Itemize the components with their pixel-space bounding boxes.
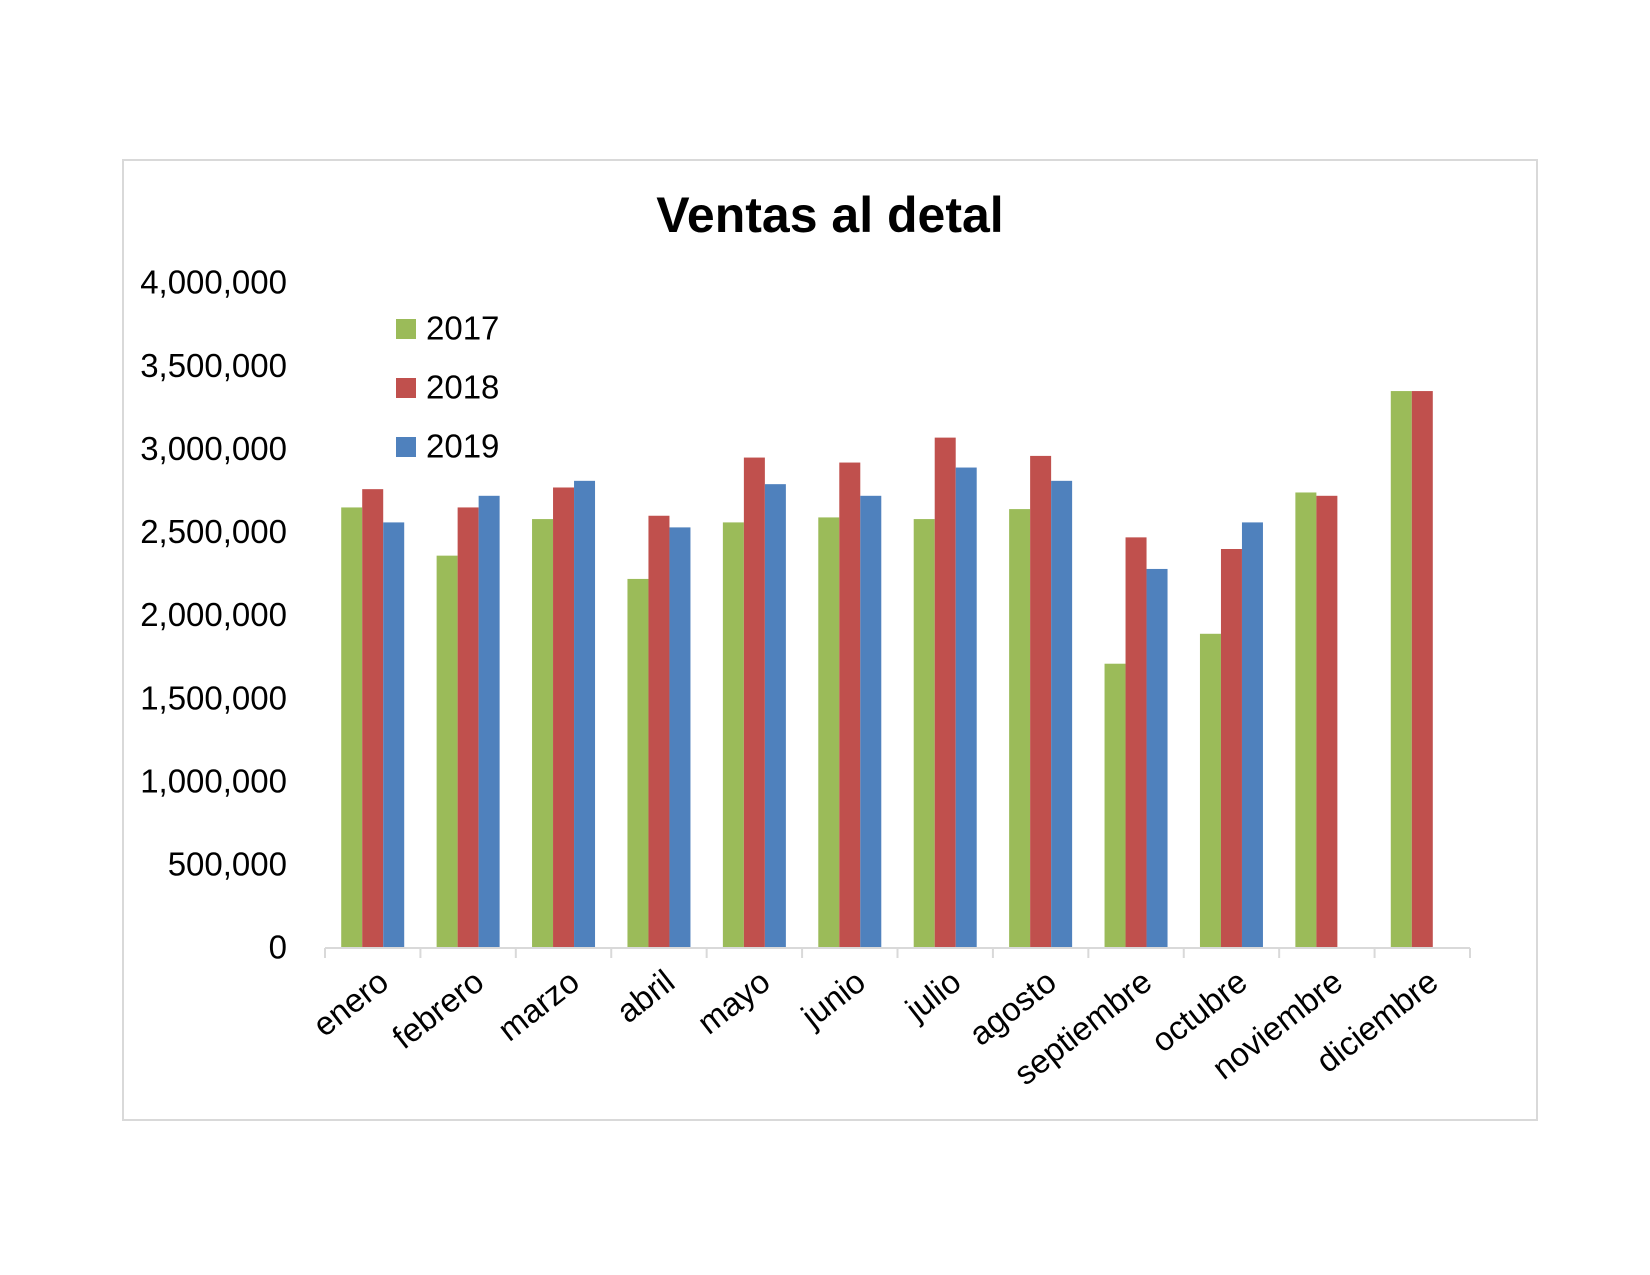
y-tick-label: 4,000,000 bbox=[140, 264, 287, 301]
bar-2018-abril bbox=[648, 515, 670, 948]
bar-2018-enero bbox=[362, 489, 384, 948]
legend-label-2017: 2017 bbox=[426, 310, 499, 347]
bar-2018-diciembre bbox=[1411, 391, 1433, 948]
y-axis-ticks: 0 500,000 1,000,000 1,500,000 2,000,000 2,500… bbox=[140, 264, 287, 966]
bar-2019-enero bbox=[383, 522, 405, 948]
bar-2018-mayo bbox=[743, 457, 765, 948]
y-tick-label: 1,000,000 bbox=[140, 762, 287, 799]
y-tick-label: 0 bbox=[269, 929, 287, 966]
bar-2017-febrero bbox=[436, 555, 458, 948]
x-tick-label: abril bbox=[609, 962, 681, 1030]
legend: 2017 2018 2019 bbox=[396, 310, 499, 465]
x-tick-label: junio bbox=[794, 962, 873, 1035]
x-tick-label: mayo bbox=[690, 962, 776, 1041]
legend-swatch-2018 bbox=[396, 378, 416, 398]
bar-2019-octubre bbox=[1241, 522, 1263, 948]
bar-2017-diciembre bbox=[1390, 391, 1412, 948]
y-tick-label: 2,500,000 bbox=[140, 513, 287, 550]
bar-2017-mayo bbox=[722, 522, 744, 948]
bar-2018-febrero bbox=[457, 507, 479, 948]
legend-swatch-2019 bbox=[396, 437, 416, 457]
bar-2017-marzo bbox=[532, 519, 554, 948]
y-tick-label: 3,000,000 bbox=[140, 430, 287, 467]
x-tick-label: enero bbox=[306, 962, 395, 1043]
bar-2018-junio bbox=[839, 462, 861, 948]
bar-2019-agosto bbox=[1051, 480, 1073, 948]
chart-title: Ventas al detal bbox=[656, 187, 1003, 243]
legend-label-2018: 2018 bbox=[426, 369, 499, 406]
bar-2019-mayo bbox=[764, 484, 786, 948]
y-tick-label: 1,500,000 bbox=[140, 679, 287, 716]
bars bbox=[341, 391, 1433, 948]
bar-2017-noviembre bbox=[1295, 492, 1317, 948]
y-tick-label: 2,000,000 bbox=[140, 596, 287, 633]
bar-2017-julio bbox=[913, 519, 935, 948]
legend-label-2019: 2019 bbox=[426, 428, 499, 465]
x-tick-label: julio bbox=[898, 962, 968, 1028]
x-tick-label: marzo bbox=[491, 962, 586, 1048]
bar-2018-septiembre bbox=[1125, 537, 1147, 948]
x-tick-label: febrero bbox=[385, 962, 490, 1056]
bar-2019-julio bbox=[955, 467, 977, 948]
bar-2017-abril bbox=[627, 578, 649, 948]
bar-2018-agosto bbox=[1030, 455, 1052, 948]
bar-2017-enero bbox=[341, 507, 363, 948]
bar-2017-junio bbox=[818, 517, 840, 948]
bar-2019-febrero bbox=[478, 495, 500, 948]
x-axis bbox=[324, 947, 1471, 958]
bar-2017-septiembre bbox=[1104, 663, 1126, 948]
legend-swatch-2017 bbox=[396, 319, 416, 339]
y-tick-label: 500,000 bbox=[168, 846, 287, 883]
bar-2018-marzo bbox=[553, 487, 575, 948]
bar-2019-junio bbox=[860, 495, 882, 948]
bar-2017-octubre bbox=[1199, 633, 1221, 948]
bar-2018-octubre bbox=[1220, 549, 1242, 948]
bar-2019-abril bbox=[669, 527, 691, 948]
y-tick-label: 3,500,000 bbox=[140, 347, 287, 384]
bar-2018-noviembre bbox=[1316, 495, 1338, 948]
bar-2019-septiembre bbox=[1146, 568, 1168, 948]
bar-2019-marzo bbox=[574, 480, 596, 948]
bar-2018-julio bbox=[934, 437, 956, 948]
bar-2017-agosto bbox=[1009, 509, 1031, 948]
